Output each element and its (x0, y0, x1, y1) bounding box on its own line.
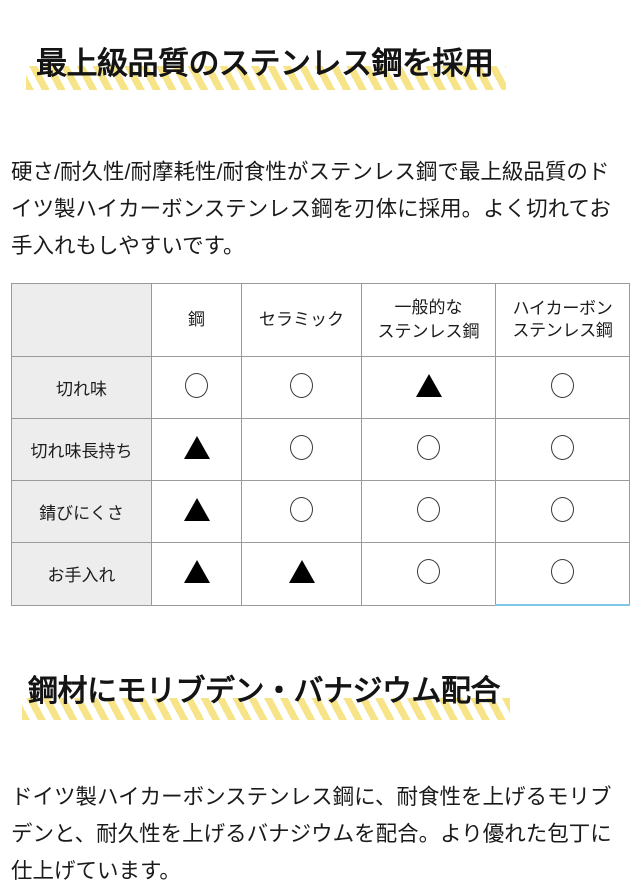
section-heading-text: 最上級品質のステンレス鋼を採用 (36, 46, 494, 81)
column-header-high-carbon-line-1: ハイカーボン (512, 299, 613, 318)
circle-mark-icon (551, 558, 574, 584)
circle-mark-icon (551, 372, 574, 398)
column-header-steel: 鋼 (151, 283, 242, 357)
row-label-maintenance: お手入れ (11, 542, 152, 606)
circle-mark-icon (417, 496, 440, 522)
section-heading-molybdenum: 鋼材にモリブデン・バナジウム配合 (22, 672, 510, 720)
row-label-sharpness-retention: 切れ味長持ち (11, 418, 152, 481)
table-row: 切れ味長持ち (11, 418, 630, 481)
table-corner-cell (11, 283, 152, 357)
cell-sharpness-ceramic (241, 356, 362, 419)
row-label-sharpness: 切れ味 (11, 356, 152, 419)
section-heading-stainless: 最上級品質のステンレス鋼を採用 (26, 44, 506, 90)
cell-sharpness-high-carbon (495, 356, 630, 419)
section-heading-text: 鋼材にモリブデン・バナジウム配合 (28, 675, 501, 708)
cell-rust-generic (361, 480, 496, 543)
circle-mark-icon (417, 558, 440, 584)
circle-mark-icon (417, 434, 440, 460)
cell-retention-generic (361, 418, 496, 481)
cell-retention-high-carbon (495, 418, 630, 481)
column-header-high-carbon-line-2: ステンレス鋼 (512, 321, 613, 340)
cell-rust-steel (151, 480, 242, 543)
circle-mark-icon (185, 372, 208, 398)
column-header-ceramic-line-1: セラミック (259, 310, 344, 329)
cell-sharpness-generic (361, 356, 496, 419)
column-header-ceramic: セラミック (241, 283, 362, 357)
heading-stripe-highlight (26, 66, 506, 90)
circle-mark-icon (551, 496, 574, 522)
column-header-steel-line-1: 鋼 (188, 310, 205, 329)
cell-sharpness-steel (151, 356, 242, 419)
closing-paragraph: ドイツ製ハイカーボンステンレス鋼に、耐食性を上げるモリブデンと、耐久性を上げるバ… (11, 784, 612, 883)
table-header-row: 鋼 セラミック 一般的な ステンレス鋼 ハイカーボン ステンレス鋼 (11, 283, 630, 357)
table-row: お手入れ (11, 542, 630, 606)
material-comparison-table: 鋼 セラミック 一般的な ステンレス鋼 ハイカーボン ステンレス鋼 (11, 283, 630, 606)
triangle-mark-icon (288, 559, 315, 583)
circle-mark-icon (290, 496, 313, 522)
cell-rust-ceramic (241, 480, 362, 543)
table-header: 鋼 セラミック 一般的な ステンレス鋼 ハイカーボン ステンレス鋼 (11, 283, 630, 357)
comparison-table-container: 鋼 セラミック 一般的な ステンレス鋼 ハイカーボン ステンレス鋼 (11, 283, 630, 606)
circle-mark-icon (290, 372, 313, 398)
column-header-generic-line-2: ステンレス鋼 (377, 322, 480, 341)
cell-maintenance-generic (361, 542, 496, 606)
circle-mark-icon (551, 434, 574, 460)
column-header-generic-line-1: 一般的な (394, 298, 463, 317)
row-label-rust-resistance: 錆びにくさ (11, 480, 152, 543)
table-row: 切れ味 (11, 356, 630, 419)
circle-mark-icon (290, 434, 313, 460)
table-body: 切れ味 切れ味長持ち 錆びにくさ (11, 356, 630, 606)
cell-rust-high-carbon (495, 480, 630, 543)
column-header-high-carbon-stainless: ハイカーボン ステンレス鋼 (495, 283, 630, 357)
intro-paragraph: 硬さ/耐久性/耐摩耗性/耐食性がステンレス鋼で最上級品質のドイツ製ハイカーボンス… (11, 159, 611, 258)
cell-maintenance-ceramic (241, 542, 362, 606)
cell-retention-ceramic (241, 418, 362, 481)
triangle-mark-icon (183, 435, 210, 459)
cell-retention-steel (151, 418, 242, 481)
table-row: 錆びにくさ (11, 480, 630, 543)
cell-maintenance-steel (151, 542, 242, 606)
heading-stripe-highlight (22, 698, 510, 720)
triangle-mark-icon (183, 559, 210, 583)
cell-maintenance-high-carbon (495, 542, 630, 606)
column-header-generic-stainless: 一般的な ステンレス鋼 (361, 283, 496, 357)
triangle-mark-icon (183, 497, 210, 521)
triangle-mark-icon (415, 373, 442, 397)
